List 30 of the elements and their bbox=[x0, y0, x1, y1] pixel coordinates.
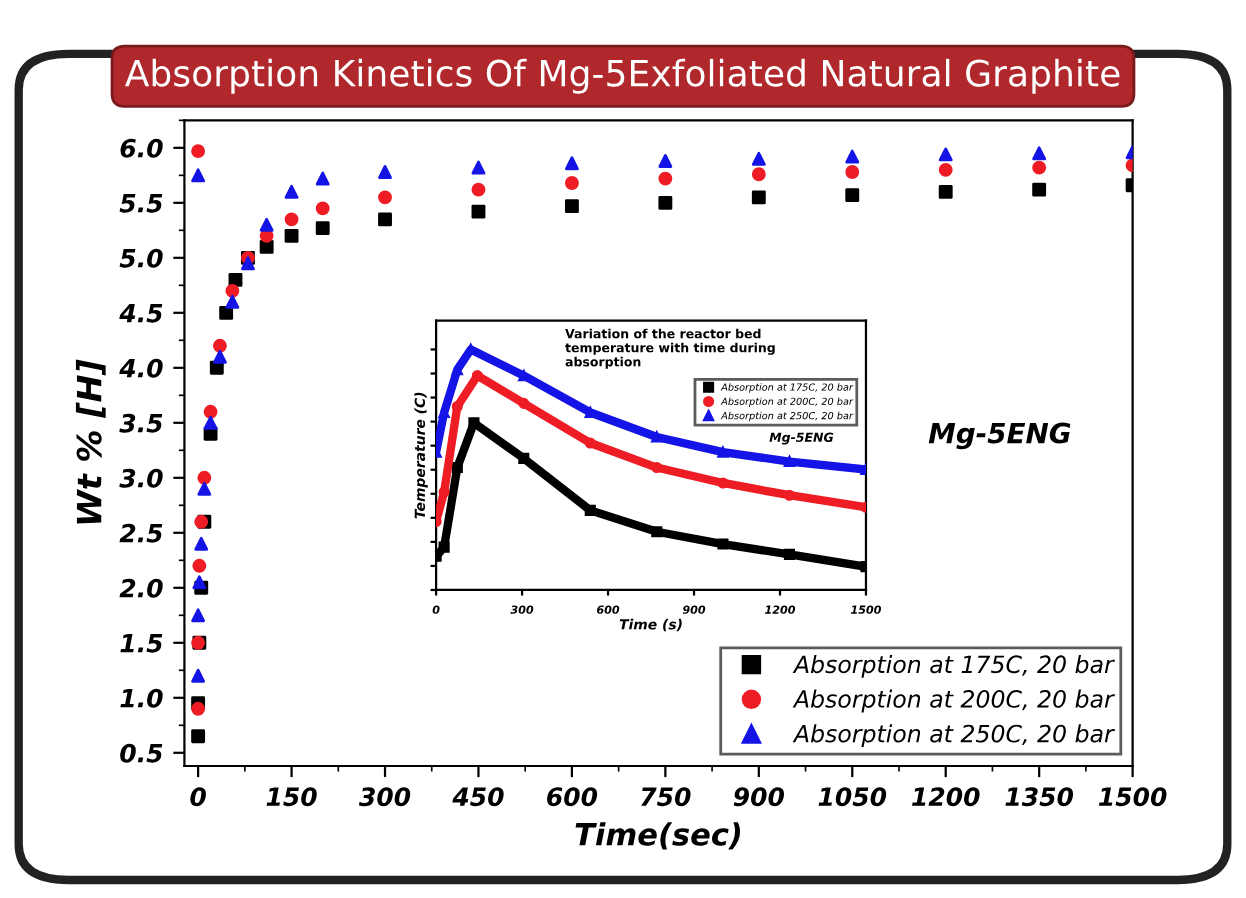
y-tick-label: 1.5 bbox=[120, 634, 163, 653]
y-tick-label: 2.0 bbox=[119, 578, 163, 598]
x-tick-label: 900 bbox=[733, 787, 785, 807]
x-tick-label: 1050 bbox=[818, 787, 887, 807]
x-tick-label: 1500 bbox=[1098, 787, 1167, 807]
y-tick-label: 1.0 bbox=[120, 688, 163, 708]
y-tick-label: 5.5 bbox=[119, 194, 163, 213]
y-tick-label: 3.0 bbox=[119, 468, 163, 488]
x-tick-label: 1200 bbox=[912, 787, 980, 807]
x-tick-label: 0 bbox=[190, 787, 206, 807]
x-tick-label: 150 bbox=[266, 787, 317, 807]
legend-label: Absorption at 250C, 20 bar bbox=[792, 724, 1115, 748]
y-tick-label: 6.0 bbox=[120, 138, 163, 158]
y-tick-label: 4.0 bbox=[119, 358, 163, 378]
x-tick-label: 450 bbox=[452, 787, 504, 807]
y-axis-title: Wt % [H] bbox=[75, 359, 106, 524]
y-tick-label: 5.0 bbox=[119, 248, 163, 268]
y-tick-label: 4.5 bbox=[119, 304, 163, 323]
chart-title: Absorption Kinetics Of Mg-5Exfoliated Natural Graphite bbox=[124, 58, 1120, 94]
y-tick-label: 2.5 bbox=[119, 523, 163, 543]
x-tick-label: 600 bbox=[547, 787, 598, 807]
annotation: Mg-5ENG bbox=[928, 422, 1071, 450]
y-tick-label: 3.5 bbox=[119, 413, 163, 433]
x-tick-label: 300 bbox=[358, 787, 411, 807]
x-tick-label: 750 bbox=[641, 787, 691, 807]
legend-label: Absorption at 175C, 20 bar bbox=[792, 654, 1115, 678]
x-axis-title: Time(sec) bbox=[575, 822, 741, 850]
legend-label: Absorption at 200C, 20 bar bbox=[792, 689, 1115, 713]
x-tick-label: 1350 bbox=[1005, 787, 1074, 807]
y-tick-label: 0.5 bbox=[120, 743, 163, 763]
